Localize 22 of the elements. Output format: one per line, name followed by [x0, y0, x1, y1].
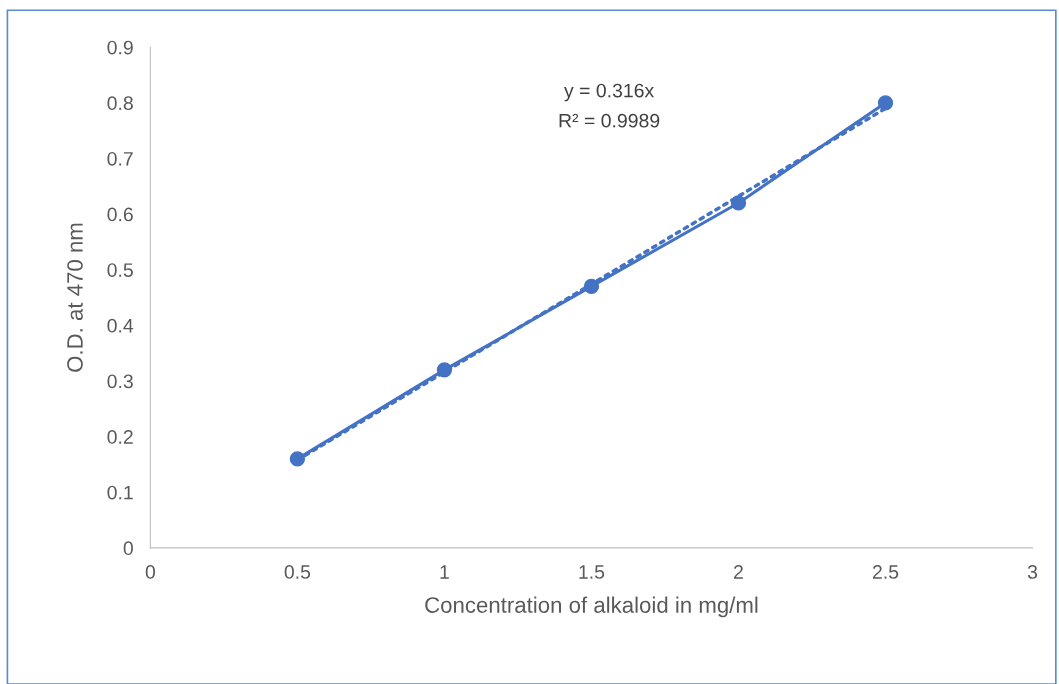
y-tick-label: 0.5 [107, 263, 133, 277]
y-tick-label: 0.2 [107, 430, 133, 444]
point [877, 95, 894, 111]
y-tick-label: 0.9 [107, 40, 133, 55]
x-tick-label: 0 [145, 565, 156, 579]
y-axis-title: O.D. at 470 nm [67, 223, 83, 372]
x-tick-label: 2.5 [872, 565, 899, 579]
annotation: y = 0.316x [564, 83, 655, 102]
y-tick-label: 0.6 [107, 207, 133, 222]
x-tick-label: 1.5 [579, 565, 605, 579]
x-tick-label: 1 [440, 565, 449, 579]
y-tick-label: 0.8 [107, 96, 133, 111]
y-tick-label: 0.3 [107, 374, 133, 389]
y-tick-label: 0.7 [107, 151, 133, 166]
y-tick-label: 0.4 [107, 318, 134, 333]
annotation: R² = 0.9989 [559, 113, 660, 128]
y-tick-label: 0 [123, 541, 133, 556]
x-tick-label: 0.5 [284, 565, 311, 579]
x-axis-title: Concentration of alkaloid in mg/ml [425, 596, 758, 618]
y-tick-label: 0.1 [107, 485, 133, 500]
x-tick-label: 2 [734, 565, 743, 579]
x-tick-label: 3 [1027, 565, 1038, 579]
